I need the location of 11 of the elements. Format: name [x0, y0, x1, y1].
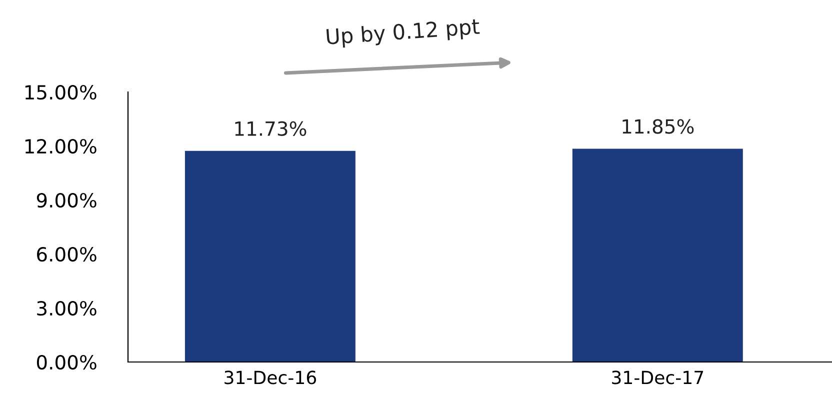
y-tick-label: 12.00%: [25, 138, 96, 154]
data-label: 11.85%: [622, 119, 694, 134]
y-tick-label: 0.00%: [36, 354, 96, 370]
text: Up by 0.12 ppt: [326, 18, 480, 49]
y-tick-label: 6.00%: [37, 246, 96, 262]
y-tick-label: 9.00%: [36, 192, 96, 208]
y-tick-label: 15.00%: [25, 84, 96, 100]
data-label: 11.73%: [235, 121, 306, 136]
y-tick-label: 3.00%: [37, 300, 96, 316]
x-tick-label: 31-Dec-17: [612, 370, 704, 384]
x-tick-label: 31-Dec-16: [224, 370, 316, 384]
